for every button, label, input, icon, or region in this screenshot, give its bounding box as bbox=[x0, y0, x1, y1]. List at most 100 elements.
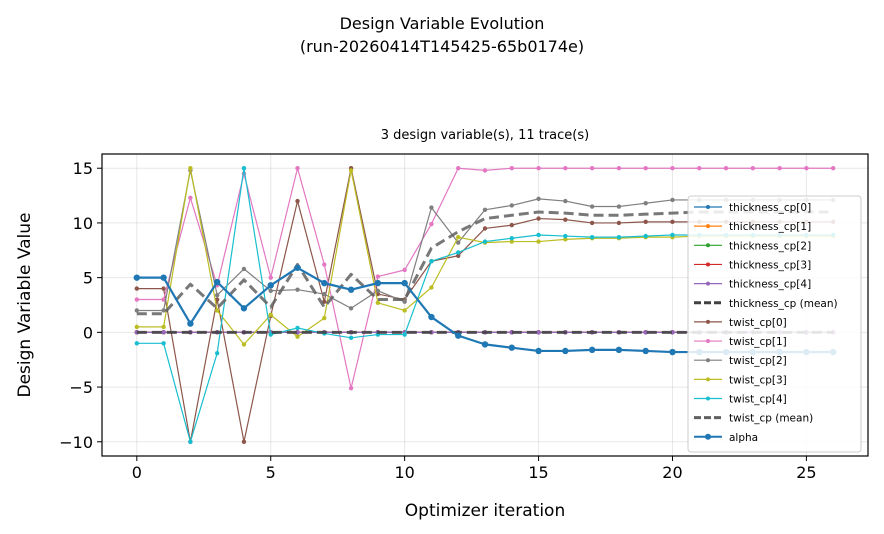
data-point bbox=[322, 291, 327, 297]
data-point bbox=[642, 347, 649, 355]
data-point bbox=[295, 166, 300, 171]
data-point bbox=[509, 239, 514, 244]
y-tick-label: 0 bbox=[83, 323, 93, 342]
legend-label: twist_cp[0] bbox=[729, 317, 787, 329]
data-point bbox=[481, 341, 489, 348]
data-point bbox=[777, 166, 782, 171]
legend-label: alpha bbox=[729, 432, 758, 444]
y-tick-label: −5 bbox=[69, 378, 93, 397]
data-point bbox=[588, 346, 596, 354]
data-point bbox=[643, 219, 648, 225]
data-point bbox=[322, 315, 327, 321]
x-tick-label: 0 bbox=[132, 463, 142, 482]
data-point bbox=[241, 439, 247, 444]
data-point bbox=[268, 312, 273, 318]
data-point bbox=[348, 385, 354, 391]
data-point bbox=[429, 285, 434, 290]
data-point bbox=[456, 253, 461, 258]
legend-item-twist-cp-4: twist_cp[4] bbox=[694, 394, 787, 406]
data-point bbox=[214, 350, 220, 356]
data-point bbox=[322, 262, 327, 267]
legend-marker bbox=[706, 262, 710, 267]
data-point bbox=[509, 236, 514, 241]
data-point bbox=[563, 217, 568, 222]
data-point bbox=[188, 166, 193, 171]
x-tick-label: 15 bbox=[528, 463, 548, 482]
data-point bbox=[295, 325, 300, 331]
legend-label: thickness_cp[2] bbox=[729, 240, 811, 252]
legend-marker bbox=[706, 358, 710, 363]
data-point bbox=[670, 232, 675, 238]
data-point bbox=[268, 275, 273, 280]
data-point bbox=[214, 308, 220, 313]
legend-label: twist_cp (mean) bbox=[729, 413, 813, 425]
data-point bbox=[563, 233, 568, 239]
data-point bbox=[294, 264, 301, 271]
data-point bbox=[509, 203, 514, 208]
data-point bbox=[375, 300, 381, 306]
legend-label: thickness_cp[4] bbox=[729, 279, 811, 291]
data-point bbox=[188, 195, 193, 200]
data-point bbox=[830, 166, 836, 171]
data-point bbox=[643, 166, 648, 171]
y-axis-label: Design Variable Value bbox=[15, 212, 35, 397]
data-point bbox=[670, 219, 675, 225]
legend-item-twist-cp-1: twist_cp[1] bbox=[694, 336, 787, 348]
legend-item-twist-cp-mean: twist_cp (mean) bbox=[694, 413, 813, 425]
data-point bbox=[750, 166, 756, 171]
data-point bbox=[161, 324, 166, 330]
legend-item-thickness-cp-mean: thickness_cp (mean) bbox=[694, 298, 838, 310]
data-point bbox=[375, 288, 381, 293]
data-point bbox=[214, 292, 220, 298]
legend-label: thickness_cp[3] bbox=[729, 259, 811, 271]
legend-label: twist_cp[3] bbox=[729, 374, 787, 386]
data-point bbox=[670, 166, 675, 171]
data-point bbox=[536, 330, 541, 335]
data-point bbox=[402, 332, 407, 337]
data-point bbox=[643, 201, 648, 206]
series-twist-cp-1 bbox=[134, 166, 836, 391]
data-point bbox=[536, 166, 541, 171]
legend-item-twist-cp-3: twist_cp[3] bbox=[694, 374, 787, 386]
data-point bbox=[240, 305, 248, 312]
legend-item-twist-cp-2: twist_cp[2] bbox=[694, 355, 787, 367]
legend-marker bbox=[706, 281, 710, 286]
legend-item-thickness-cp-1: thickness_cp[1] bbox=[694, 221, 811, 233]
data-point bbox=[321, 279, 328, 287]
legend-marker bbox=[706, 396, 710, 401]
y-tick-label: 5 bbox=[83, 269, 93, 288]
legend-item-alpha: alpha bbox=[694, 432, 758, 444]
data-point bbox=[643, 330, 648, 335]
data-point bbox=[509, 166, 514, 171]
data-point bbox=[402, 308, 407, 313]
legend-item-thickness-cp-2: thickness_cp[2] bbox=[694, 240, 811, 252]
axes-title: 3 design variable(s), 11 trace(s) bbox=[381, 128, 589, 143]
data-point bbox=[536, 216, 541, 221]
data-point bbox=[616, 204, 622, 209]
legend-label: thickness_cp (mean) bbox=[729, 298, 838, 310]
data-point bbox=[295, 287, 300, 292]
legend-marker bbox=[706, 243, 710, 248]
data-point bbox=[188, 439, 193, 444]
data-point bbox=[804, 166, 809, 171]
data-point bbox=[241, 266, 247, 272]
legend-item-thickness-cp-0: thickness_cp[0] bbox=[694, 202, 811, 214]
data-point bbox=[429, 259, 434, 264]
data-point bbox=[456, 240, 461, 245]
data-point bbox=[134, 341, 140, 346]
x-tick-label: 25 bbox=[796, 463, 816, 482]
data-point bbox=[697, 166, 702, 171]
legend-label: twist_cp[1] bbox=[729, 336, 787, 348]
legend-marker bbox=[706, 205, 710, 209]
legend-label: twist_cp[2] bbox=[729, 355, 787, 367]
data-point bbox=[616, 166, 622, 171]
data-point bbox=[213, 278, 221, 286]
data-point bbox=[509, 222, 514, 228]
data-point bbox=[535, 347, 542, 355]
data-point bbox=[616, 234, 622, 240]
x-axis-label: Optimizer iteration bbox=[405, 501, 565, 521]
legend-item-thickness-cp-4: thickness_cp[4] bbox=[694, 279, 811, 291]
legend-marker bbox=[706, 377, 710, 382]
data-point bbox=[134, 324, 140, 330]
